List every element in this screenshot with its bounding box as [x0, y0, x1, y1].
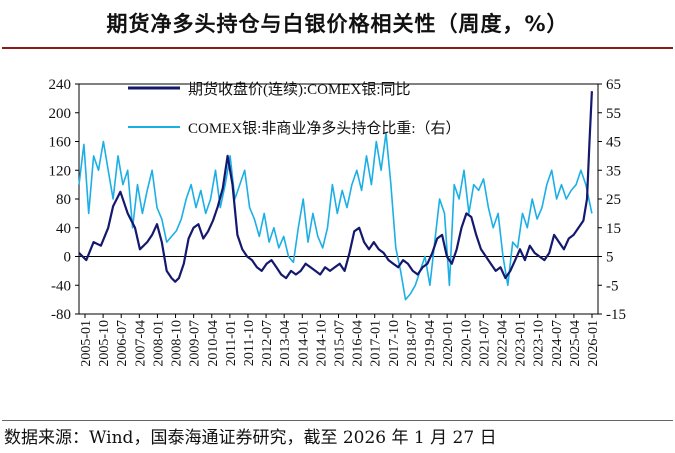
- x-tick-label: 2008-01: [151, 320, 166, 367]
- x-tick-label: 2011-10: [242, 320, 257, 366]
- x-tick-label: 2023-01: [514, 320, 529, 367]
- y-right-tick-label: 25: [606, 192, 621, 208]
- y-left-tick-label: -80: [51, 307, 71, 323]
- x-tick-label: 2024-07: [550, 320, 565, 367]
- y-left-tick-label: 40: [56, 221, 71, 237]
- x-tick-label: 2011-01: [224, 320, 239, 366]
- x-tick-label: 2013-04: [278, 320, 293, 367]
- x-tick-label: 2010-04: [206, 320, 221, 367]
- x-tick-label: 2017-01: [369, 320, 384, 367]
- x-tick-label: 2020-01: [441, 320, 456, 367]
- series-line-position: [78, 132, 593, 301]
- y-right-tick-label: -5: [606, 278, 619, 294]
- series-line-price: [78, 91, 593, 283]
- legend: 期货收盘价(连续):COMEX银:同比 COMEX银:非商业净多头持仓比重:（右…: [128, 80, 461, 137]
- x-tick-label: 2005-01: [79, 320, 94, 367]
- legend-label-position: COMEX银:非商业净多头持仓比重:（右）: [188, 120, 461, 137]
- axes-layer: -80 -40 0 40 80 120 160 200 240 -15 -5 5 15 25 35 45 55 6…: [49, 77, 627, 367]
- x-tick-label: 2014-10: [314, 320, 329, 367]
- x-tick-label: 2022-04: [495, 320, 510, 367]
- y-right-tick-label: -15: [606, 307, 626, 323]
- y-right-tick-label: 35: [606, 163, 621, 179]
- source-note: 数据来源：Wind，国泰海通证券研究，截至 2026 年 1 月 27 日: [4, 428, 497, 448]
- y-right-tick-label: 65: [606, 77, 621, 93]
- x-tick-label: 2014-01: [296, 320, 311, 367]
- source-divider: [2, 420, 673, 421]
- series-layer: [78, 91, 593, 301]
- chart-canvas: -80 -40 0 40 80 120 160 200 240 -15 -5 5 15 25 35 45 55 6…: [49, 77, 627, 367]
- x-tick-label: 2020-10: [459, 320, 474, 367]
- x-tick-label: 2018-07: [405, 320, 420, 367]
- x-tick-label: 2007-04: [133, 320, 148, 367]
- y-left-tick-label: 160: [49, 135, 72, 151]
- chart-title: 期货净多头持仓与白银价格相关性（周度，%）: [106, 12, 569, 36]
- x-tick-label: 2009-07: [188, 320, 203, 367]
- plot-frame: [78, 83, 599, 315]
- y-left-tick-label: -40: [51, 278, 71, 294]
- x-tick-label: 2015-07: [333, 320, 348, 367]
- y-left-tick-label: 0: [64, 250, 72, 266]
- y-left-tick-label: 200: [49, 106, 72, 122]
- x-tick-label: 2016-04: [351, 320, 366, 367]
- y-right-tick-label: 45: [606, 135, 621, 151]
- x-tick-label: 2012-07: [260, 320, 275, 367]
- x-tick-label: 2025-04: [568, 320, 583, 367]
- x-tick-label: 2021-07: [477, 320, 492, 367]
- x-tick-label: 2006-07: [115, 320, 130, 367]
- x-tick-label: 2023-10: [532, 320, 547, 367]
- y-left-tick-label: 240: [49, 77, 72, 93]
- y-right-tick-label: 55: [606, 106, 621, 122]
- x-tick-label: 2026-01: [586, 320, 601, 367]
- title-divider: [2, 47, 673, 49]
- y-right-tick-label: 15: [606, 221, 621, 237]
- x-tick-label: 2017-10: [387, 320, 402, 367]
- x-tick-label: 2008-10: [170, 320, 185, 367]
- y-right-tick-label: 5: [606, 250, 614, 266]
- x-tick-label: 2005-10: [97, 320, 112, 367]
- x-tick-label: 2019-04: [423, 320, 438, 367]
- y-left-tick-label: 120: [49, 163, 72, 179]
- legend-label-price: 期货收盘价(连续):COMEX银:同比: [188, 80, 411, 98]
- y-left-tick-label: 80: [56, 192, 71, 208]
